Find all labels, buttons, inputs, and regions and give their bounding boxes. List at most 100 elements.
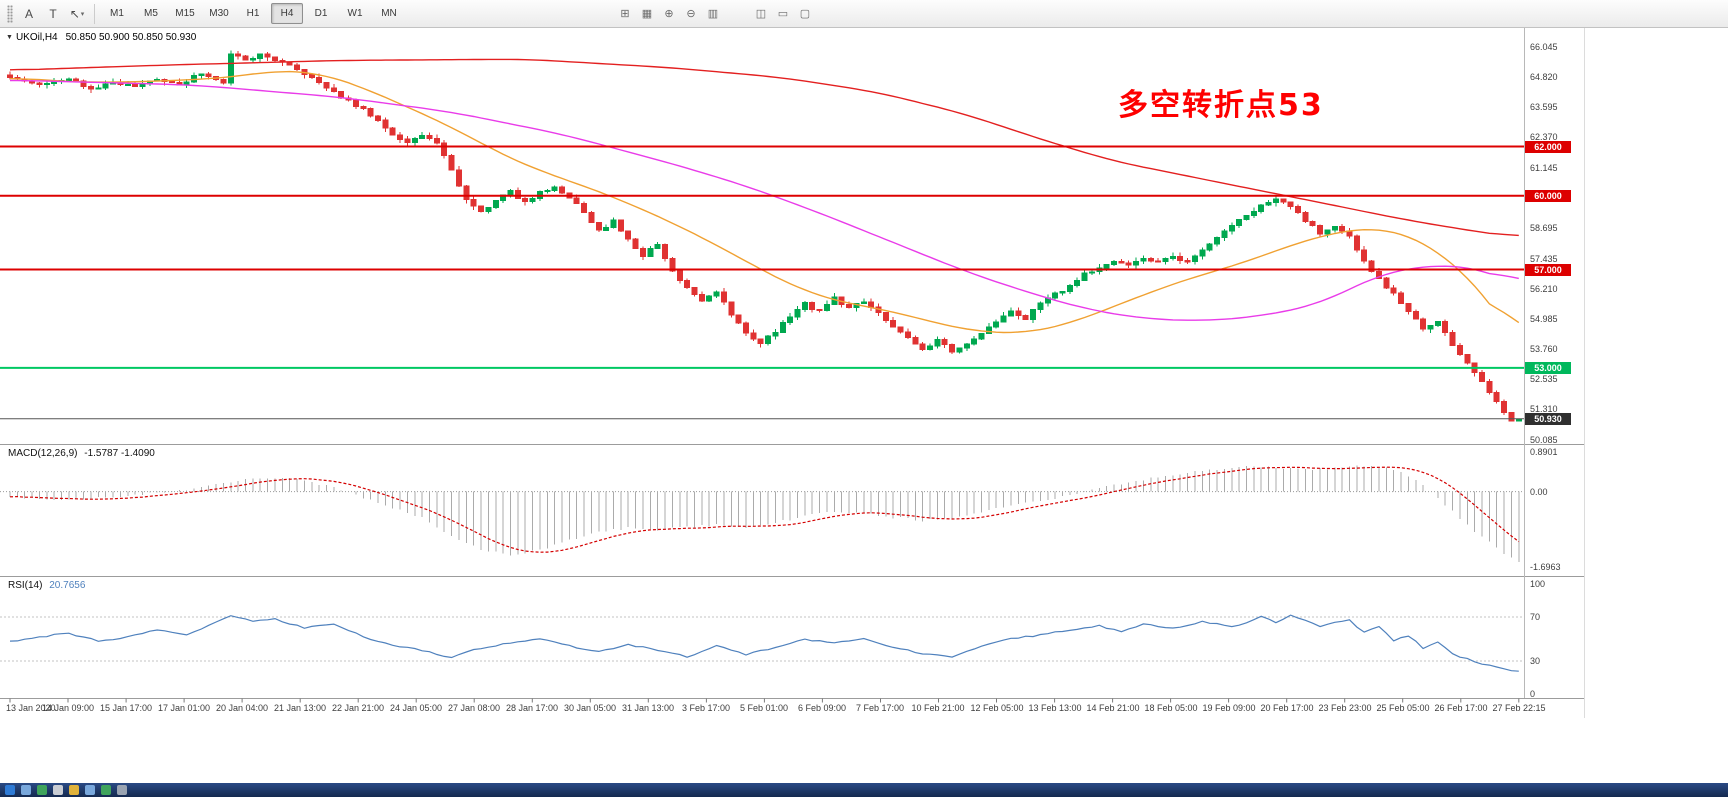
ma-fast-orange (9, 70, 1520, 334)
taskbar-app-icon-1[interactable] (21, 785, 31, 795)
time-axis-label: 20 Feb 17:00 (1260, 703, 1314, 713)
chart-text-annotation: 多空转折点53 (1118, 88, 1324, 123)
macd-histogram (9, 465, 1520, 562)
time-axis-label: 10 Feb 21:00 (911, 703, 965, 713)
toolbar-separator (94, 3, 95, 24)
current-price-badge: 50.930 (1525, 413, 1571, 425)
time-axis-label: 24 Jan 05:00 (389, 703, 443, 713)
new-chart-icon[interactable]: ⊞ (620, 8, 630, 20)
cursor-tool[interactable]: ↖ ▾ (69, 6, 85, 21)
time-axis-label: 15 Jan 17:00 (99, 703, 153, 713)
macd-title: MACD(12,26,9) (8, 448, 78, 459)
time-axis-label: 18 Feb 05:00 (1144, 703, 1198, 713)
taskbar-app-icon-2[interactable] (37, 785, 47, 795)
time-axis-label: 26 Feb 17:00 (1434, 703, 1488, 713)
symbol-label: UKOil,H4 (15, 32, 58, 43)
timeframe-m5-button[interactable]: M5 (144, 8, 158, 19)
time-axis-label: 3 Feb 17:00 (681, 703, 731, 713)
time-axis-label: 19 Feb 09:00 (1202, 703, 1256, 713)
rsi-axis-label: 100 (1530, 579, 1546, 589)
macd-values: -1.5787 -1.4090 (84, 448, 155, 459)
price-line-badge: 57.000 (1525, 264, 1571, 276)
price-axis-label: 61.145 (1530, 163, 1558, 173)
macd-indicator-label: MACD(12,26,9) -1.5787 -1.4090 (8, 448, 155, 459)
price-axis-label: 51.310 (1530, 404, 1558, 414)
time-axis-label: 28 Jan 17:00 (505, 703, 559, 713)
ohlc-values: 50.850 50.900 50.850 50.930 (65, 32, 197, 43)
candlestick-series (7, 50, 1522, 422)
rsi-title: RSI(14) (8, 580, 43, 591)
price-axis-label: 56.210 (1530, 284, 1558, 294)
time-axis-label: 27 Feb 22:15 (1492, 703, 1546, 713)
new-window-icon[interactable]: ▢ (799, 8, 811, 20)
price-axis-label: 54.985 (1530, 314, 1558, 324)
time-axis-label: 6 Feb 09:00 (797, 703, 847, 713)
taskbar-app-icon-7[interactable] (117, 785, 127, 795)
time-axis-label: 13 Feb 13:00 (1028, 703, 1082, 713)
indicators-icon[interactable]: ▥ (707, 8, 719, 20)
price-axis-label: 53.760 (1530, 344, 1558, 354)
macd-axis-label: -1.6963 (1530, 562, 1561, 572)
timeframe-h4-button[interactable]: H4 (271, 3, 303, 24)
time-axis-label: 5 Feb 01:00 (739, 703, 789, 713)
price-axis-label: 66.045 (1530, 42, 1558, 52)
tile-windows-icon[interactable]: ◫ (755, 8, 767, 20)
taskbar-app-icon-3[interactable] (53, 785, 63, 795)
price-axis-label: 58.695 (1530, 223, 1558, 233)
timeframe-w1-button[interactable]: W1 (347, 8, 363, 19)
time-axis-label: 14 Jan 09:00 (41, 703, 95, 713)
zoom-out-icon[interactable]: ⊖ (686, 8, 696, 20)
annotation-text-tool[interactable]: A (24, 6, 33, 21)
time-axis-label: 12 Feb 05:00 (970, 703, 1024, 713)
timeframe-m15-button[interactable]: M15 (175, 8, 195, 19)
macd-axis-label: 0.00 (1530, 487, 1548, 497)
rsi-line (9, 614, 1519, 672)
price-axis-label: 52.535 (1530, 374, 1558, 384)
windows-taskbar (0, 783, 1728, 797)
time-axis-label: 21 Jan 13:00 (273, 703, 327, 713)
time-axis-label: 22 Jan 21:00 (331, 703, 385, 713)
price-axis-label: 57.435 (1530, 254, 1558, 264)
taskbar-app-icon-4[interactable] (69, 785, 79, 795)
price-axis-label: 62.370 (1530, 132, 1558, 142)
time-axis-label: 25 Feb 05:00 (1376, 703, 1430, 713)
toolbar: A T ↖ ▾ M1 M5 M15 M30 H1 H4 D1 W1 MN ⊞ ▦ ⊕ ⊖ ▥ ◫ ▭ ▢ (0, 0, 1728, 28)
rsi-axis-label: 0 (1530, 689, 1536, 699)
price-line-badge: 53.000 (1525, 362, 1571, 374)
price-line-badge: 62.000 (1525, 141, 1571, 153)
price-axis-label: 50.085 (1530, 435, 1558, 445)
timeframe-m1-button[interactable]: M1 (110, 8, 124, 19)
time-axis-label: 23 Feb 23:00 (1318, 703, 1372, 713)
start-button[interactable] (5, 785, 15, 795)
chevron-down-icon: ▾ (80, 10, 85, 18)
macd-signal-line (9, 466, 1520, 553)
time-axis-label: 13 Jan 2020 (6, 703, 56, 713)
cascade-windows-icon[interactable]: ▭ (777, 8, 789, 20)
time-axis-label: 31 Jan 13:00 (621, 703, 675, 713)
zoom-in-icon[interactable]: ⊕ (664, 8, 674, 20)
time-axis-label: 30 Jan 05:00 (563, 703, 617, 713)
time-axis-label: 14 Feb 21:00 (1086, 703, 1140, 713)
symbol-ohlc-line: ▼ UKOil,H4 50.850 50.900 50.850 50.930 (6, 32, 196, 43)
rsi-axis-label: 70 (1530, 612, 1541, 622)
ma-slow-red (9, 58, 1519, 237)
price-axis-label: 64.820 (1530, 72, 1558, 82)
collapse-arrow-icon[interactable]: ▼ (6, 34, 13, 41)
timeframe-mn-button[interactable]: MN (381, 8, 397, 19)
taskbar-app-icon-6[interactable] (101, 785, 111, 795)
ma-mid-magenta (9, 79, 1519, 321)
rsi-indicator-label: RSI(14) 20.7656 (8, 580, 85, 591)
time-axis-label: 20 Jan 04:00 (215, 703, 269, 713)
timeframe-h1-button[interactable]: H1 (246, 8, 260, 19)
grid-icon[interactable]: ▦ (641, 8, 653, 20)
time-axis-label: 27 Jan 08:00 (447, 703, 501, 713)
text-label-tool[interactable]: T (49, 6, 57, 21)
price-axis-label: 63.595 (1530, 102, 1558, 112)
taskbar-app-icon-5[interactable] (85, 785, 95, 795)
timeframe-d1-button[interactable]: D1 (314, 8, 328, 19)
toolbar-drag-handle[interactable] (7, 4, 13, 23)
timeframe-m30-button[interactable]: M30 (209, 8, 229, 19)
